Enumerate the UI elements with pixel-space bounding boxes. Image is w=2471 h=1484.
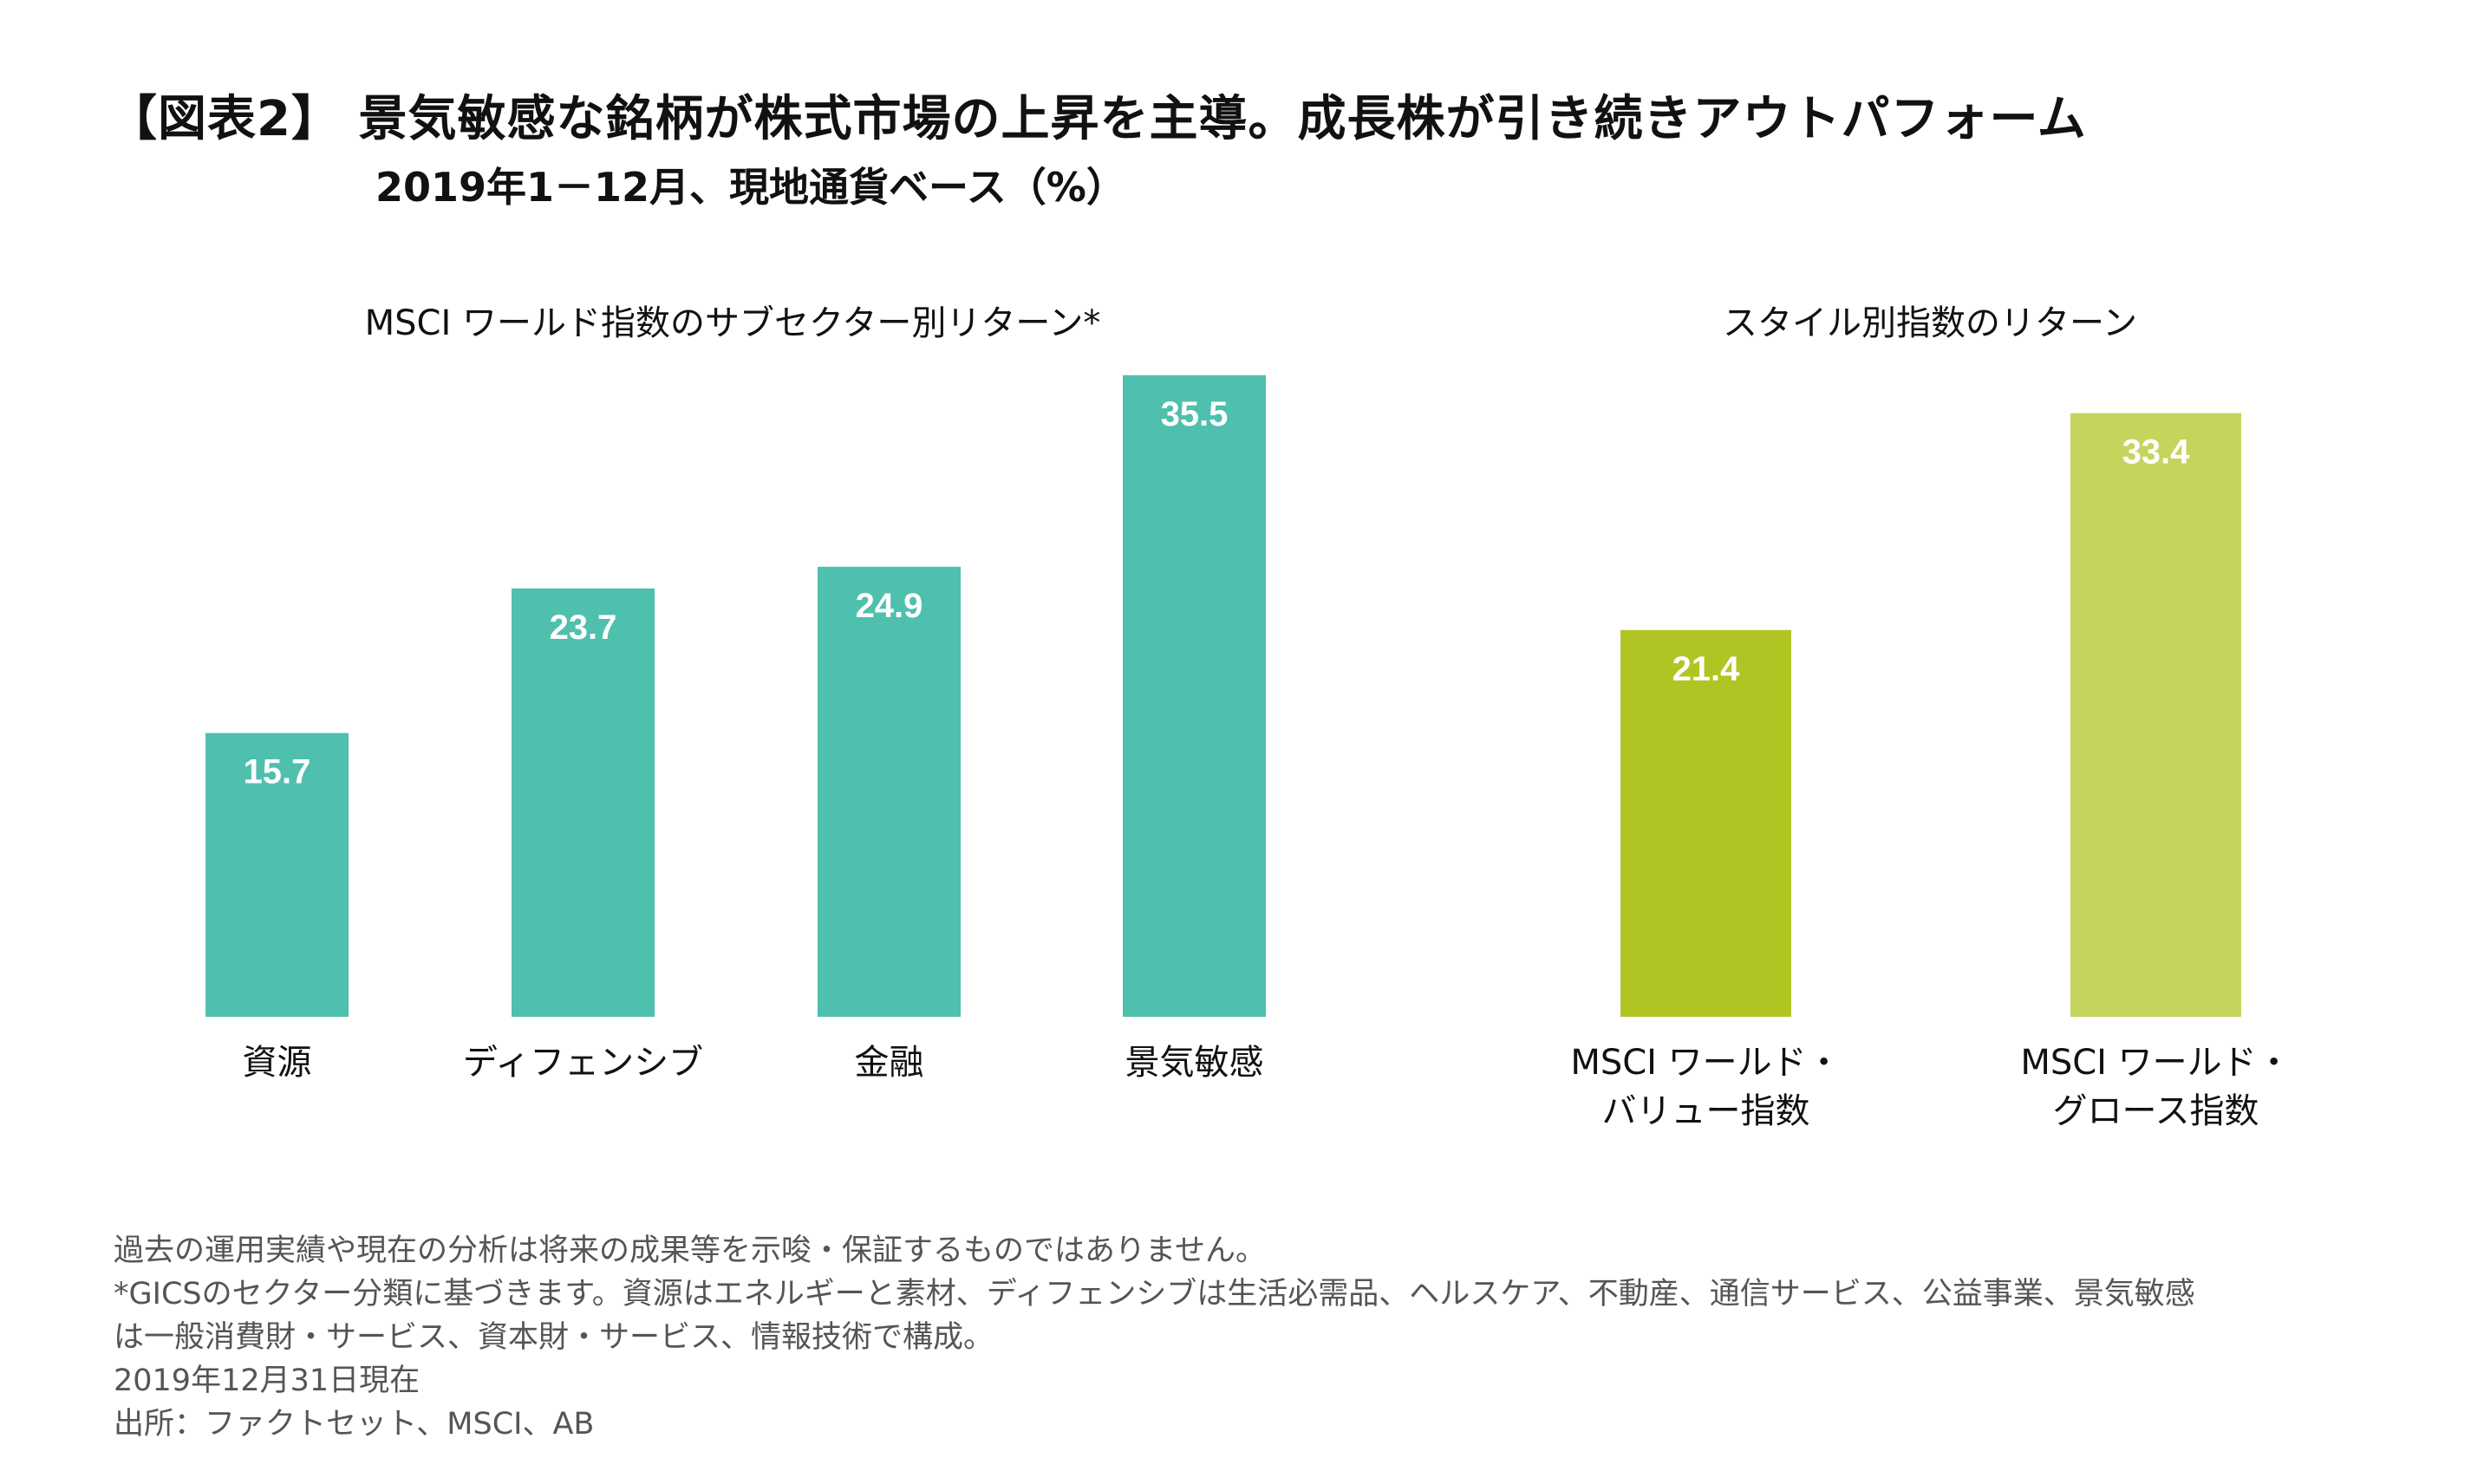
category-label: 景気敏感 (1125, 1038, 1264, 1087)
data-label: 35.5 (1161, 395, 1229, 433)
data-label: 24.9 (856, 587, 923, 625)
bar (1620, 629, 1791, 1017)
bar (205, 732, 349, 1017)
footnotes: 過去の運用実績や現在の分析は将来の成果等を示唆・保証するものではありません。 *… (114, 1229, 2195, 1446)
category-label-line: MSCI ワールド・ (2020, 1043, 2292, 1083)
footnote-gics-cont: は一般消費財・サービス、資本財・サービス、情報技術で構成。 (114, 1320, 994, 1355)
data-label: 15.7 (244, 753, 311, 791)
data-label: 23.7 (550, 609, 617, 647)
category-label: 資源 (243, 1038, 312, 1087)
footnote-gics: *GICSのセクター分類に基づきます。資源はエネルギーと素材、ディフェンシブは生… (114, 1277, 2195, 1312)
category-label: MSCI ワールド・ バリュー指数 (1570, 1038, 1841, 1136)
footnote-date: 2019年12月31日現在 (114, 1364, 421, 1398)
bar (2070, 413, 2241, 1017)
category-label-line: 資源 (242, 1043, 312, 1083)
category-label-line: MSCI ワールド・ (1570, 1043, 1842, 1083)
bar (512, 588, 655, 1017)
category-label: ディフェンシブ (463, 1038, 703, 1087)
category-label-line: グロース指数 (2052, 1091, 2259, 1131)
bar (1123, 374, 1266, 1017)
footnote-disclaimer: 過去の運用実績や現在の分析は将来の成果等を示唆・保証するものではありません。 (114, 1233, 1266, 1268)
category-label-line: 景気敏感 (1125, 1043, 1264, 1083)
category-label-line: ディフェンシブ (462, 1043, 704, 1083)
category-label-line: 金融 (854, 1043, 924, 1083)
chart-subtitle: 2019年1－12月、現地通貨ベース（%） (375, 164, 1126, 211)
panel-title-sector: MSCI ワールド指数のサブセクター別リターン* (364, 303, 1101, 343)
chart-title: 【図表2】 景気敏感な銘柄が株式市場の上昇を主導。成長株が引き続きアウトパフォー… (108, 91, 2087, 147)
data-label: 33.4 (2122, 433, 2191, 472)
category-label-line: バリュー指数 (1601, 1091, 1810, 1131)
category-label: 金融 (855, 1038, 924, 1087)
footnote-source: 出所：ファクトセット、MSCI、AB (114, 1407, 595, 1442)
panel-title-style: スタイル別指数のリターン (1723, 303, 2137, 343)
bar (818, 566, 961, 1017)
data-label: 21.4 (1672, 650, 1741, 688)
category-label: MSCI ワールド・ グロース指数 (2020, 1038, 2291, 1136)
